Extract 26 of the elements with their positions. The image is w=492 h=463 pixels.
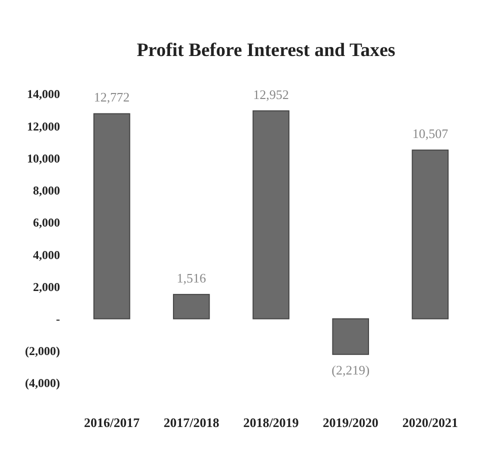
- y-tick-label: 6,000: [33, 216, 60, 230]
- x-tick-label: 2018/2019: [243, 415, 300, 430]
- y-tick-label: 12,000: [27, 119, 60, 134]
- bar: [172, 294, 210, 320]
- x-tick-label: 2016/2017: [84, 415, 140, 430]
- bar: [93, 113, 130, 320]
- data-label: (2,219): [332, 362, 370, 378]
- x-tick-label: 2017/2018: [164, 415, 220, 430]
- y-tick-label: -: [56, 312, 60, 326]
- y-tick-label: (4,000): [25, 376, 60, 390]
- data-label: 12,952: [253, 86, 289, 102]
- x-tick-label: 2020/2021: [402, 415, 458, 430]
- y-tick-label: 2,000: [33, 280, 60, 294]
- y-tick-label: 10,000: [27, 151, 60, 166]
- bar: [412, 150, 449, 320]
- y-tick-label: 14,000: [27, 87, 60, 102]
- y-tick-label: 4,000: [33, 248, 60, 262]
- data-label: 1,516: [176, 270, 207, 286]
- bar: [332, 318, 370, 355]
- y-tick-label: (2,000): [25, 344, 60, 358]
- data-label: 10,507: [412, 126, 449, 142]
- x-tick-label: 2019/2020: [322, 415, 378, 430]
- chart-title: Profit Before Interest and Taxes: [136, 40, 396, 61]
- y-tick-label: 8,000: [33, 184, 60, 198]
- bar: [252, 110, 290, 320]
- data-label: 12,772: [94, 90, 130, 105]
